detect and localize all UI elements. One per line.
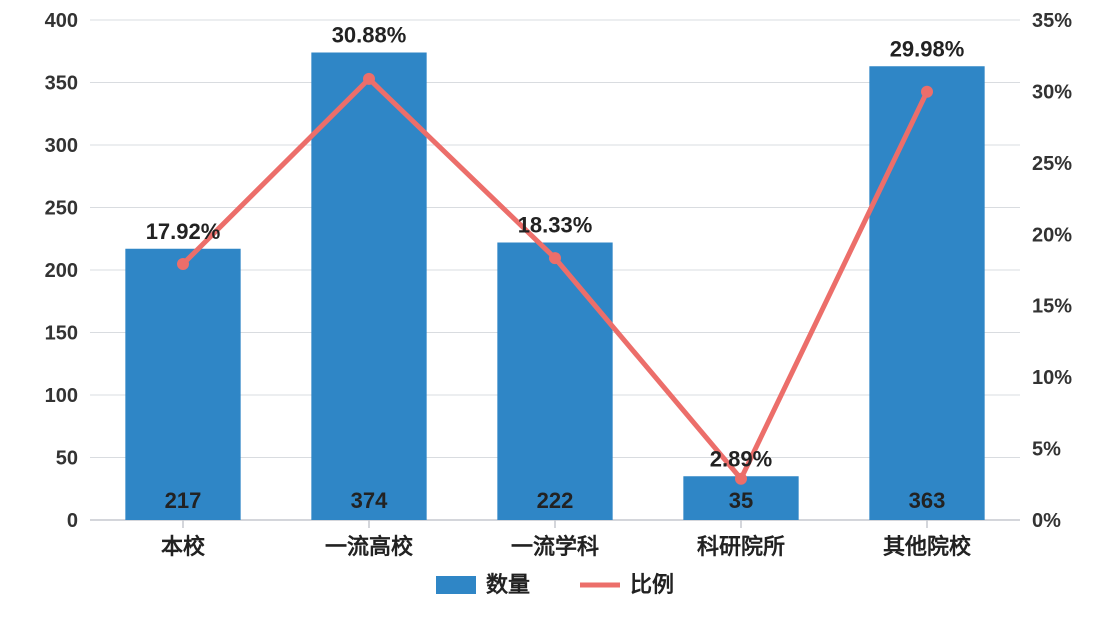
- pct-label: 17.92%: [146, 219, 221, 244]
- line-marker: [735, 473, 747, 485]
- bar-value-label: 222: [537, 488, 574, 513]
- y-left-tick: 100: [45, 385, 78, 407]
- y-right-tick: 0%: [1032, 510, 1061, 532]
- bar-value-label: 35: [729, 488, 753, 513]
- y-left-tick: 0: [67, 510, 78, 532]
- y-right-tick: 35%: [1032, 10, 1072, 32]
- line-marker: [177, 258, 189, 270]
- y-right-tick: 30%: [1032, 81, 1072, 103]
- y-left-tick: 250: [45, 198, 78, 220]
- category-label: 本校: [161, 534, 206, 559]
- y-right-tick: 10%: [1032, 367, 1072, 389]
- category-label: 科研院所: [697, 534, 785, 559]
- bar: [497, 243, 612, 521]
- y-left-tick: 350: [45, 73, 78, 95]
- line-marker: [549, 252, 561, 264]
- legend-label: 数量: [486, 572, 530, 597]
- bar: [125, 249, 240, 520]
- y-right-tick: 15%: [1032, 296, 1072, 318]
- category-label: 一流高校: [325, 534, 414, 559]
- pct-label: 18.33%: [518, 213, 593, 238]
- line-marker: [363, 73, 375, 85]
- pct-label: 30.88%: [332, 23, 407, 48]
- chart-svg: 0 50 100 150 200 250 300 350 400 0% 5% 10% 15% 20% 25%…: [0, 0, 1108, 620]
- y-right-tick: 20%: [1032, 224, 1072, 246]
- combo-chart: 0 50 100 150 200 250 300 350 400 0% 5% 10% 15% 20% 25%…: [0, 0, 1108, 620]
- y-left-tick: 400: [45, 10, 78, 32]
- bar: [869, 66, 984, 520]
- category-label: 其他院校: [883, 534, 972, 559]
- legend-label: 比例: [630, 572, 674, 597]
- y-left-tick: 300: [45, 135, 78, 157]
- category-label: 一流学科: [511, 534, 599, 559]
- bar-value-label: 217: [165, 488, 202, 513]
- pct-label: 2.89%: [710, 446, 772, 471]
- y-left-tick: 200: [45, 260, 78, 282]
- legend-swatch-bar: [436, 576, 476, 594]
- y-left-tick: 50: [56, 448, 78, 470]
- y-left-tick: 150: [45, 323, 78, 345]
- bar-value-label: 363: [909, 488, 946, 513]
- bar-value-label: 374: [351, 488, 388, 513]
- pct-label: 29.98%: [890, 36, 965, 61]
- bar: [311, 53, 426, 521]
- y-right-tick: 25%: [1032, 153, 1072, 175]
- y-right-tick: 5%: [1032, 439, 1061, 461]
- line-marker: [921, 86, 933, 98]
